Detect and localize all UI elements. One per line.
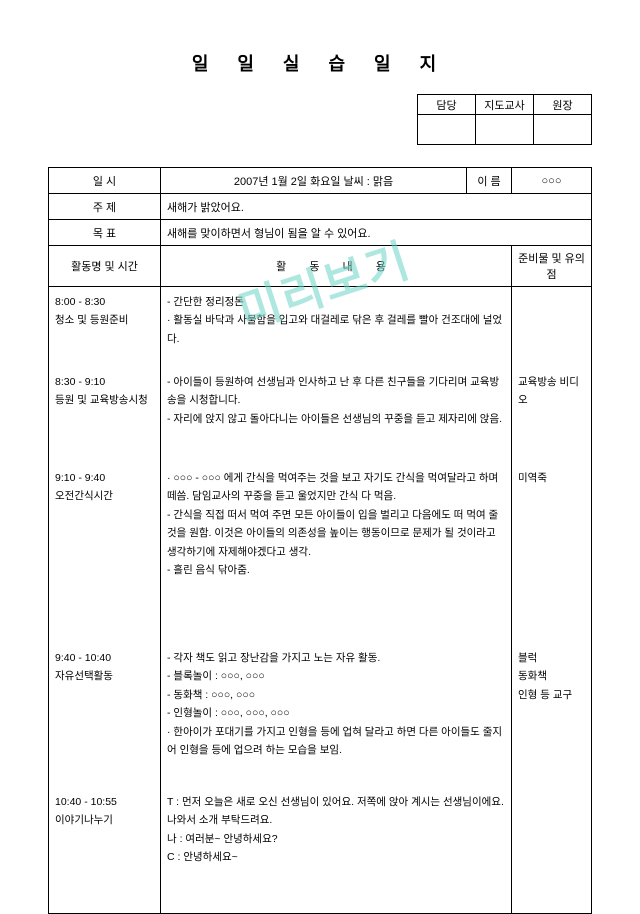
name-label: 이 름 bbox=[467, 168, 512, 194]
name-value: ○○○ bbox=[512, 168, 592, 194]
page-title: 일 일 실 습 일 지 bbox=[48, 50, 592, 76]
time-range: 10:40 - 10:55 bbox=[55, 793, 154, 811]
approval-col-2: 지도교사 bbox=[476, 95, 534, 115]
time-block: 8:00 - 8:30청소 및 등원준비 bbox=[55, 293, 154, 359]
time-block: 10:40 - 10:55이야기나누기 bbox=[55, 793, 154, 893]
col-header-activity: 활 동 내 용 bbox=[161, 246, 512, 287]
time-range: 8:00 - 8:30 bbox=[55, 293, 154, 311]
time-range: 9:10 - 9:40 bbox=[55, 469, 154, 487]
prep-content bbox=[518, 293, 585, 359]
time-label: 등원 및 교육방송시청 bbox=[55, 391, 154, 409]
subject-value: 새해가 밝았어요. bbox=[161, 194, 592, 220]
time-label: 이야기나누기 bbox=[55, 811, 154, 829]
activity-content: · ○○○ - ○○○ 에게 간식을 먹여주는 것을 보고 자기도 간식을 먹여… bbox=[167, 469, 505, 635]
time-block: 9:10 - 9:40오전간식시간 bbox=[55, 469, 154, 635]
date-label: 일 시 bbox=[49, 168, 161, 194]
time-range: 9:40 - 10:40 bbox=[55, 649, 154, 667]
prep-content: 블럭동화책인형 등 교구 bbox=[518, 649, 585, 779]
main-table: 일 시 2007년 1월 2일 화요일 날씨 : 맑음 이 름 ○○○ 주 제 … bbox=[48, 167, 592, 914]
approval-box: 담당 지도교사 원장 bbox=[48, 94, 592, 145]
approval-col-1: 담당 bbox=[418, 95, 476, 115]
time-label: 오전간식시간 bbox=[55, 487, 154, 505]
col-header-time: 활동명 및 시간 bbox=[49, 246, 161, 287]
time-label: 자유선택활동 bbox=[55, 667, 154, 685]
prep-content: 미역죽 bbox=[518, 469, 585, 635]
approval-sig-2 bbox=[476, 115, 534, 145]
subject-label: 주 제 bbox=[49, 194, 161, 220]
activity-content: - 아이들이 등원하여 선생님과 인사하고 난 후 다른 친구들을 기다리며 교… bbox=[167, 373, 505, 455]
time-range: 8:30 - 9:10 bbox=[55, 373, 154, 391]
approval-sig-1 bbox=[418, 115, 476, 145]
approval-col-3: 원장 bbox=[534, 95, 592, 115]
activity-content: T : 먼저 오늘은 새로 오신 선생님이 있어요. 저쪽에 앉아 계시는 선생… bbox=[167, 793, 505, 893]
col-header-prep: 준비물 및 유의점 bbox=[512, 246, 592, 287]
activity-column: - 간단한 정리정돈 · 활동실 바닥과 사물함을 입고와 대걸레로 닦은 후 … bbox=[161, 287, 512, 914]
prep-content: 교육방송 비디오 bbox=[518, 373, 585, 455]
time-column: 8:00 - 8:30청소 및 등원준비 8:30 - 9:10등원 및 교육방송… bbox=[49, 287, 161, 914]
goal-value: 새해를 맞이하면서 형님이 됨을 알 수 있어요. bbox=[161, 220, 592, 246]
prep-content bbox=[518, 793, 585, 893]
time-block: 9:40 - 10:40자유선택활동 bbox=[55, 649, 154, 779]
time-block: 8:30 - 9:10등원 및 교육방송시청 bbox=[55, 373, 154, 455]
activity-content: - 간단한 정리정돈 · 활동실 바닥과 사물함을 입고와 대걸레로 닦은 후 … bbox=[167, 293, 505, 359]
goal-label: 목 표 bbox=[49, 220, 161, 246]
prep-column: 교육방송 비디오미역죽블럭동화책인형 등 교구 bbox=[512, 287, 592, 914]
date-value: 2007년 1월 2일 화요일 날씨 : 맑음 bbox=[161, 168, 467, 194]
time-label: 청소 및 등원준비 bbox=[55, 311, 154, 329]
activity-content: - 각자 책도 읽고 장난감을 가지고 노는 자유 활동.- 블록놀이 : ○○… bbox=[167, 649, 505, 779]
approval-sig-3 bbox=[534, 115, 592, 145]
